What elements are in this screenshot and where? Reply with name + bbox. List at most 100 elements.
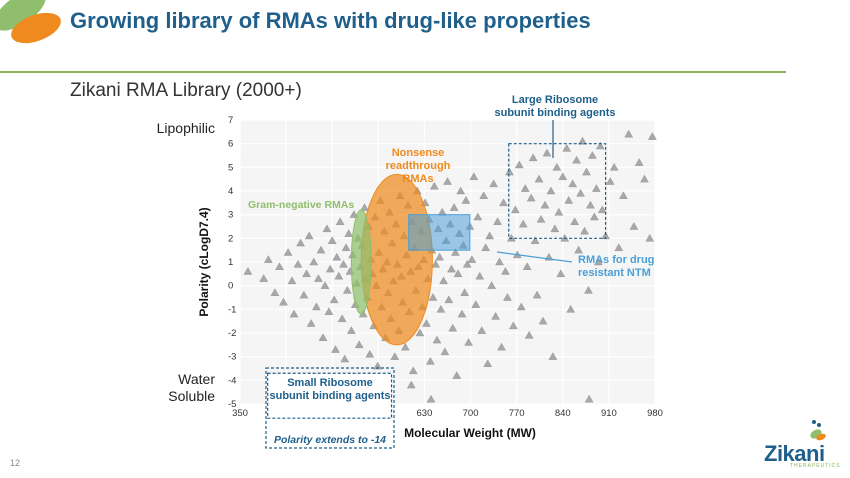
data-point bbox=[428, 293, 438, 301]
data-point bbox=[365, 349, 375, 358]
data-point bbox=[554, 207, 564, 216]
y-tick-label: 1 bbox=[228, 257, 233, 268]
x-tick-label: 700 bbox=[463, 408, 479, 419]
data-point bbox=[354, 340, 364, 349]
x-tick-label: 770 bbox=[509, 408, 525, 419]
data-point bbox=[314, 274, 323, 282]
data-point bbox=[462, 259, 472, 268]
data-point bbox=[595, 141, 605, 150]
data-point bbox=[464, 338, 473, 346]
data-point bbox=[335, 217, 345, 225]
data-point bbox=[485, 231, 495, 240]
zikani-logo-icon bbox=[810, 420, 826, 441]
logo-wordmark: Zikani bbox=[764, 441, 825, 466]
data-point bbox=[605, 177, 615, 185]
region-dashed-box bbox=[267, 372, 393, 419]
data-point bbox=[259, 274, 269, 282]
data-point bbox=[270, 288, 280, 296]
data-point bbox=[586, 200, 595, 209]
data-point bbox=[592, 184, 601, 192]
title-divider bbox=[0, 71, 786, 73]
data-point bbox=[548, 352, 558, 360]
data-point bbox=[289, 309, 299, 318]
annotation-small-ribosome: Small Ribosome bbox=[287, 377, 373, 389]
slide-subtitle: Zikani RMA Library (2000+) bbox=[70, 80, 302, 101]
data-point bbox=[570, 217, 579, 225]
annotation-large-ribosome: Large Ribosome bbox=[512, 94, 598, 106]
y-tick-label: 5 bbox=[228, 162, 233, 173]
data-point bbox=[275, 262, 284, 270]
data-point bbox=[344, 229, 354, 237]
data-point bbox=[588, 151, 597, 159]
data-point bbox=[309, 257, 319, 266]
data-point bbox=[594, 257, 603, 266]
data-point bbox=[283, 248, 293, 256]
x-tick-label: 630 bbox=[417, 408, 433, 419]
data-point bbox=[467, 255, 477, 263]
data-point bbox=[327, 236, 337, 244]
data-point bbox=[426, 394, 436, 403]
data-point bbox=[483, 359, 493, 367]
data-point bbox=[279, 297, 288, 306]
data-point bbox=[322, 224, 332, 233]
data-point bbox=[422, 319, 431, 327]
data-point bbox=[580, 226, 589, 235]
x-tick-label: 980 bbox=[647, 408, 663, 419]
data-point bbox=[373, 361, 383, 370]
data-point bbox=[318, 333, 328, 341]
data-point bbox=[550, 224, 560, 233]
annotation-ntm: RMAs for drug bbox=[578, 254, 654, 266]
data-point bbox=[432, 335, 442, 344]
y-tick-label: 6 bbox=[228, 139, 233, 150]
data-point bbox=[624, 129, 633, 138]
page-number: 12 bbox=[10, 458, 21, 468]
data-point bbox=[448, 323, 458, 332]
data-point bbox=[457, 309, 467, 318]
annotation-ntm-leader bbox=[496, 251, 573, 263]
data-point bbox=[564, 196, 574, 204]
data-point bbox=[518, 219, 528, 228]
data-point bbox=[534, 174, 544, 183]
data-point bbox=[584, 285, 593, 294]
data-point bbox=[487, 281, 496, 289]
data-point bbox=[552, 162, 562, 171]
data-point bbox=[431, 259, 440, 268]
region-rect bbox=[408, 214, 471, 251]
data-point bbox=[645, 233, 655, 242]
data-point bbox=[390, 352, 400, 360]
annotation-nonsense: readthrough bbox=[386, 160, 451, 172]
data-point bbox=[439, 276, 448, 285]
data-point bbox=[505, 167, 514, 176]
data-point bbox=[491, 312, 500, 320]
logo-tagline: THERAPEUTICS bbox=[790, 463, 841, 469]
data-point bbox=[320, 281, 330, 289]
data-point bbox=[481, 243, 491, 252]
data-point bbox=[501, 267, 510, 275]
y-tick-label: 7 bbox=[228, 115, 233, 126]
slide-title: Growing library of RMAs with drug-like p… bbox=[70, 8, 591, 33]
data-point bbox=[408, 366, 418, 375]
data-point bbox=[415, 328, 425, 337]
data-point bbox=[495, 257, 504, 266]
data-point bbox=[532, 290, 542, 299]
data-point bbox=[489, 179, 498, 188]
data-point bbox=[479, 191, 489, 199]
data-point bbox=[546, 186, 556, 195]
data-point bbox=[582, 167, 591, 176]
y-axis-label: Polarity (cLogD7.4) bbox=[197, 207, 211, 316]
data-point bbox=[337, 314, 347, 322]
data-point bbox=[542, 148, 552, 157]
y-tick-label: 2 bbox=[228, 233, 233, 244]
data-point bbox=[243, 267, 253, 275]
data-point bbox=[578, 136, 587, 145]
annotation-small-ribosome: subunit binding agents bbox=[270, 390, 391, 402]
data-point bbox=[263, 255, 273, 263]
y-tick-label: 4 bbox=[228, 186, 233, 197]
annotation-large-ribosome: subunit binding agents bbox=[495, 107, 616, 119]
data-point bbox=[400, 342, 410, 351]
data-point bbox=[530, 236, 540, 244]
data-point bbox=[477, 326, 487, 334]
data-point bbox=[503, 293, 512, 301]
region-ellipse bbox=[360, 173, 433, 346]
